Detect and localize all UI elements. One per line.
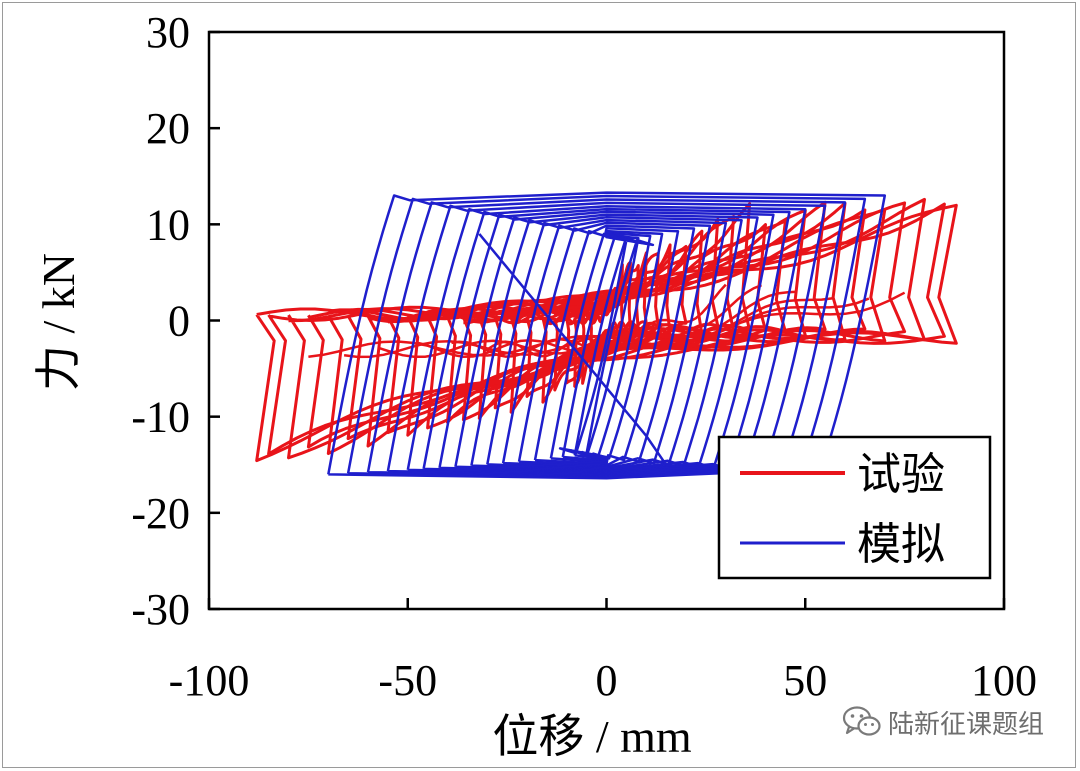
legend-label-simulation: 模拟 [857, 520, 945, 569]
simulation-loop [486, 218, 728, 470]
x-tick-label: 100 [971, 656, 1037, 705]
y-tick-label: -30 [131, 585, 190, 634]
x-tick-label: 50 [783, 656, 827, 705]
y-tick-label: 0 [168, 297, 190, 346]
simulation-loop [533, 227, 680, 466]
simulation-loop [517, 224, 696, 467]
y-tick-label: 30 [146, 8, 190, 57]
watermark-text: 陆新征课题组 [888, 709, 1045, 740]
legend-box [717, 435, 992, 580]
y-tick-label: 20 [146, 104, 190, 153]
simulation-loop [454, 213, 759, 472]
series-layer [255, 191, 958, 480]
simulation-loop [569, 233, 644, 461]
simulation-loop [501, 221, 712, 469]
legend: 试验 模拟 [717, 435, 992, 580]
simulation-loop [470, 216, 743, 471]
x-tick-label: -100 [169, 656, 250, 705]
y-tick-label: 10 [146, 200, 190, 249]
wechat-icon [842, 706, 881, 736]
simulation-loop [561, 231, 652, 463]
x-tick-label: 0 [596, 656, 618, 705]
y-axis-title: 力 / kN [33, 253, 84, 391]
x-tick-label: -50 [378, 656, 437, 705]
simulation-initial-path [478, 233, 668, 466]
y-tick-label: -10 [131, 393, 190, 442]
x-axis-title: 位移 / mm [492, 711, 692, 762]
watermark: 陆新征课题组 [842, 700, 1044, 744]
legend-label-experiment: 试验 [857, 450, 945, 499]
ticks-layer [207, 30, 1006, 611]
y-tick-label: -20 [131, 489, 190, 538]
